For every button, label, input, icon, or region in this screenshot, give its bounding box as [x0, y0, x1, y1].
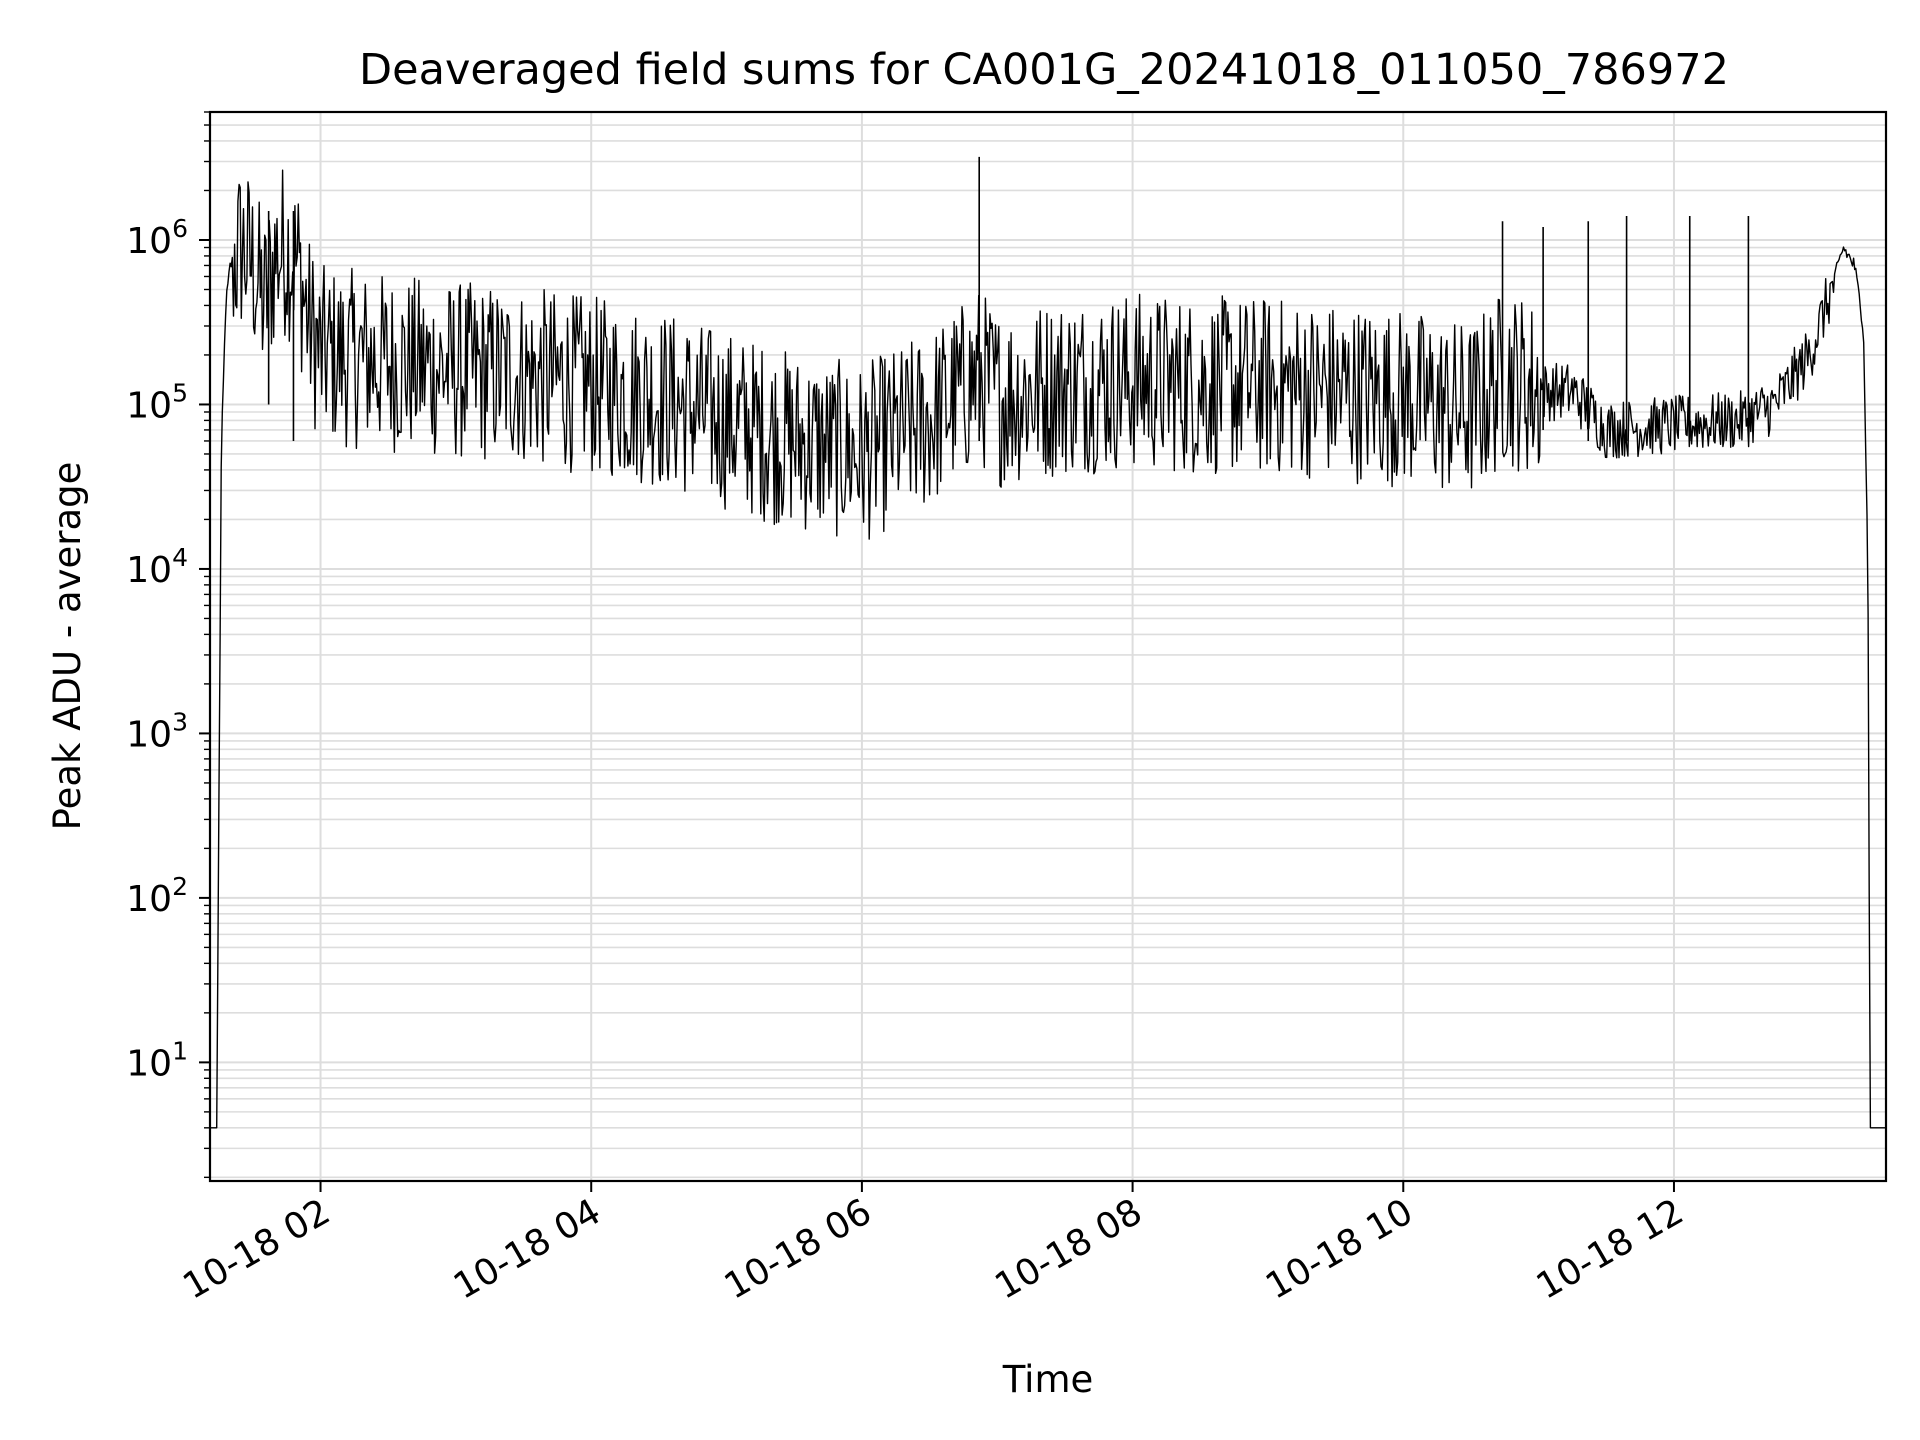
x-tick-label: 10-18 04: [447, 1191, 608, 1307]
y-tick-label: 106: [126, 214, 188, 262]
chart-title: Deaveraged field sums for CA001G_2024101…: [359, 45, 1729, 95]
x-tick-label: 10-18 08: [988, 1191, 1149, 1307]
x-tick-label: 10-18 02: [176, 1191, 337, 1307]
grid: [210, 111, 1886, 1181]
x-tick-label: 10-18 12: [1530, 1191, 1691, 1307]
y-tick-label: 104: [126, 543, 188, 591]
y-tick-label: 102: [126, 872, 188, 920]
y-tick-label: 105: [126, 378, 188, 426]
plot-series: [210, 156, 1886, 1129]
y-tick-label: 103: [126, 707, 188, 755]
plot-frame: [208, 110, 1888, 1183]
series-line: [210, 169, 1886, 1129]
x-tick-label: 10-18 06: [718, 1191, 879, 1307]
y-axis-label: Peak ADU - average: [46, 462, 89, 831]
y-tick-label: 101: [126, 1036, 188, 1084]
x-axis-label: Time: [1002, 1358, 1094, 1401]
x-tick-label: 10-18 10: [1259, 1191, 1420, 1307]
y-axis: 101 102 103 104 105 106: [126, 111, 210, 1179]
x-axis: 10-18 02 10-18 04 10-18 06 10-18 08 10-18 10…: [176, 1181, 1690, 1308]
